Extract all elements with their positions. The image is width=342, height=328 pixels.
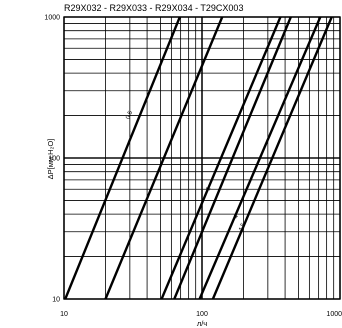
series-line-1 — [64, 17, 181, 299]
series-line-5 — [198, 17, 322, 299]
series-line-3 — [160, 17, 282, 299]
series-line-4 — [173, 17, 292, 299]
series-label-4: 1 — [206, 186, 213, 192]
curves — [64, 17, 333, 299]
x-tick-label: 10 — [60, 311, 68, 318]
y-tick-label: 10 — [52, 297, 60, 304]
y-tick-label: 1000 — [44, 15, 60, 22]
tick-labels: 10 100 1000 10 100 1000 — [44, 15, 342, 319]
plot-frame — [63, 16, 341, 300]
series-line-6 — [211, 17, 333, 299]
x-tick-label: 1000 — [326, 311, 342, 318]
y-axis-label: ΔP[мм.H₂O] — [46, 139, 55, 180]
curve-labels: 0,5 1 4 4,5 — [125, 110, 247, 233]
x-tick-label: 100 — [196, 311, 208, 318]
series-line-2 — [104, 17, 224, 299]
grid — [63, 16, 341, 300]
series-label-1: 0,5 — [125, 110, 134, 121]
chart-title: R29X032 - R29X033 - R29X034 - T29CX003 — [64, 3, 243, 13]
series-label-5: 4 — [233, 214, 240, 220]
x-axis-label: л/ч — [197, 319, 207, 328]
series-label-6: 4,5 — [238, 222, 247, 233]
y-tick-label: 100 — [48, 156, 60, 163]
